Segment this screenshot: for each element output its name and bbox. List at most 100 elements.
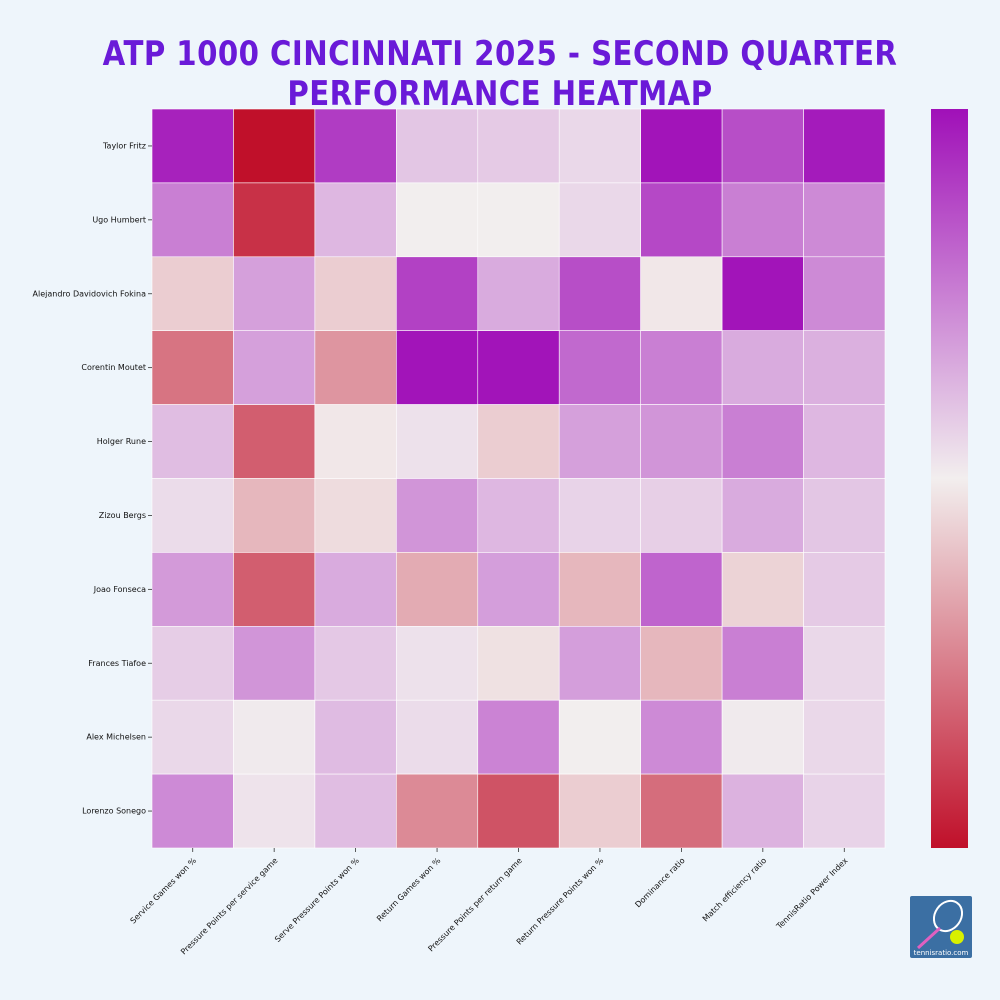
heatmap-cell xyxy=(721,256,804,331)
heatmap-cell xyxy=(151,625,234,701)
heatmap-cell xyxy=(314,625,397,701)
heatmap-cell xyxy=(396,256,479,331)
chart-title: ATP 1000 CINCINNATI 2025 - SECOND QUARTE… xyxy=(102,34,898,114)
heatmap-cell xyxy=(396,330,479,405)
heatmap-cell xyxy=(314,404,397,479)
heatmap-cell xyxy=(151,773,234,849)
heatmap-cell xyxy=(803,330,886,405)
heatmap-cell xyxy=(477,478,560,553)
heatmap-cell xyxy=(477,625,560,701)
colorbar xyxy=(931,109,968,848)
heatmap-cell xyxy=(721,108,804,184)
row-labels: Taylor Fritz Ugo Humbert Alejandro Davidov… xyxy=(33,141,152,816)
heatmap-cell xyxy=(396,182,479,258)
heatmap-cell xyxy=(640,404,723,479)
heatmap-cell xyxy=(151,478,234,553)
row-label: Joao Fonseca xyxy=(93,585,146,594)
column-labels: Service Games won %Pressure Points per s… xyxy=(129,848,850,956)
row-label: Alex Michelsen xyxy=(86,733,146,742)
heatmap-cell xyxy=(558,773,641,849)
heatmap-cell xyxy=(314,256,397,331)
heatmap-cell xyxy=(640,625,723,701)
heatmap-cell xyxy=(151,256,234,331)
heatmap-cell xyxy=(803,182,886,258)
heatmap-cell xyxy=(396,552,479,627)
column-label: Dominance ratio xyxy=(633,856,686,909)
heatmap-cell xyxy=(477,330,560,405)
heatmap-cell xyxy=(477,256,560,331)
heatmap-cell xyxy=(477,404,560,479)
heatmap-cell xyxy=(314,330,397,405)
heatmap-cell xyxy=(396,404,479,479)
heatmap-cell xyxy=(558,625,641,701)
heatmap-cell xyxy=(233,552,316,627)
row-label: Lorenzo Sonego xyxy=(82,807,146,816)
tennis-racket-icon xyxy=(916,899,964,950)
heatmap-cell xyxy=(721,552,804,627)
row-label: Holger Rune xyxy=(97,437,146,446)
heatmap-cell xyxy=(558,330,641,405)
column-label: Pressure Points per service game xyxy=(179,856,279,956)
heatmap-cell xyxy=(477,182,560,258)
heatmap-cell xyxy=(558,404,641,479)
heatmap-cell xyxy=(396,625,479,701)
heatmap-cell xyxy=(233,478,316,553)
heatmap-cell xyxy=(396,699,479,775)
column-label: Return Pressure Points won % xyxy=(515,856,606,947)
heatmap-cell xyxy=(803,404,886,479)
heatmap-cell xyxy=(151,404,234,479)
column-label: Serve Pressure Points won % xyxy=(273,856,361,944)
heatmap-cell xyxy=(803,699,886,775)
heatmap-cell xyxy=(151,699,234,775)
row-label: Taylor Fritz xyxy=(102,141,146,150)
column-label: Match efficiency ratio xyxy=(701,856,768,923)
heatmap-cell xyxy=(640,256,723,331)
heatmap-cell xyxy=(233,773,316,849)
heatmap-cell xyxy=(558,552,641,627)
heatmap-cell xyxy=(233,108,316,184)
heatmap-cell xyxy=(721,699,804,775)
row-label: Corentin Moutet xyxy=(81,363,146,372)
heatmap-cell xyxy=(314,699,397,775)
heatmap-cell xyxy=(233,256,316,331)
heatmap-cell xyxy=(233,404,316,479)
heatmap-cell xyxy=(803,108,886,184)
row-label: Zizou Bergs xyxy=(99,511,146,520)
heatmap-cell xyxy=(640,108,723,184)
column-label: Service Games won % xyxy=(129,856,199,926)
heatmap-cell xyxy=(396,108,479,184)
heatmap-cell xyxy=(314,478,397,553)
heatmap-cell xyxy=(151,552,234,627)
heatmap-cell xyxy=(803,552,886,627)
heatmap-cell xyxy=(558,182,641,258)
heatmap-cells xyxy=(151,108,886,849)
heatmap-cell xyxy=(640,330,723,405)
heatmap-cell xyxy=(558,108,641,184)
heatmap-cell xyxy=(721,478,804,553)
heatmap-cell xyxy=(314,773,397,849)
heatmap-cell xyxy=(721,404,804,479)
heatmap-cell xyxy=(233,182,316,258)
heatmap-cell xyxy=(803,256,886,331)
tennisratio-logo: tennisratio.com xyxy=(910,896,972,958)
heatmap-cell xyxy=(314,552,397,627)
heatmap-cell xyxy=(558,478,641,553)
heatmap-cell xyxy=(640,773,723,849)
column-label: Pressure Points per return game xyxy=(426,856,524,954)
column-label: Return Games won % xyxy=(375,856,443,924)
row-label: Frances Tiafoe xyxy=(88,659,146,668)
heatmap-cell xyxy=(640,699,723,775)
heatmap-cell xyxy=(721,330,804,405)
heatmap-cell xyxy=(477,699,560,775)
heatmap-cell xyxy=(721,625,804,701)
heatmap-cell xyxy=(721,773,804,849)
heatmap-cell xyxy=(803,773,886,849)
column-label: TennisRatio Power Index xyxy=(774,856,850,932)
heatmap-cell xyxy=(233,330,316,405)
heatmap-cell xyxy=(558,256,641,331)
heatmap-cell xyxy=(477,108,560,184)
heatmap-cell xyxy=(803,478,886,553)
heatmap-cell xyxy=(151,182,234,258)
heatmap-cell xyxy=(477,773,560,849)
heatmap-cell xyxy=(640,478,723,553)
